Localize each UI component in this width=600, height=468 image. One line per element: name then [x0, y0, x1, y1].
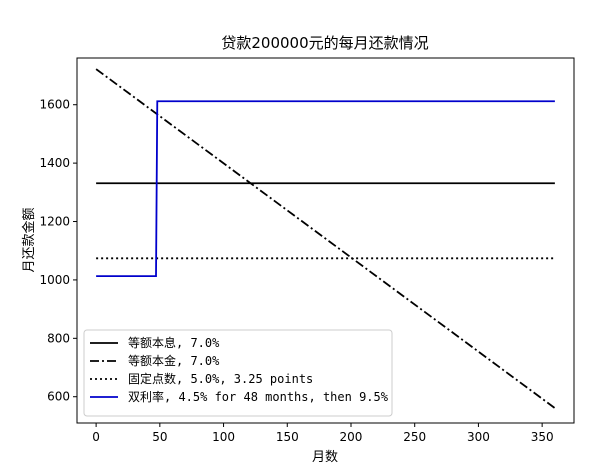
y-tick-label: 1600 [39, 98, 70, 112]
y-tick-label: 800 [47, 331, 70, 345]
legend-entry: 等额本息, 7.0% [128, 335, 220, 350]
y-axis-label: 月还款金额 [21, 207, 37, 272]
legend-entry: 固定点数, 5.0%, 3.25 points [128, 371, 313, 386]
legend-entry: 双利率, 4.5% for 48 months, then 9.5% [128, 389, 389, 404]
legend-entry: 等额本金, 7.0% [128, 353, 220, 368]
y-tick-label: 1400 [39, 156, 70, 170]
series-line-4 [96, 100, 555, 278]
series-line-2 [95, 68, 556, 409]
y-tick-label: 1000 [39, 273, 70, 287]
x-tick-label: 50 [152, 430, 167, 444]
x-axis-ticks: 0 50 100 150 200 250 300 350 [92, 423, 554, 444]
y-tick-label: 600 [47, 390, 70, 404]
x-tick-label: 200 [340, 430, 363, 444]
plot-lines [95, 68, 556, 409]
y-axis-ticks: 600 800 1000 1200 1400 1600 [39, 98, 77, 404]
x-tick-label: 100 [212, 430, 235, 444]
y-tick-label: 1200 [39, 215, 70, 229]
plot-frame [76, 57, 575, 424]
x-tick-label: 350 [531, 430, 554, 444]
legend-box [83, 329, 393, 417]
legend: 等额本息, 7.0% 等额本金, 7.0% 固定点数, 5.0%, 3.25 poi… [83, 329, 393, 417]
chart-title: 贷款200000元的每月还款情况 [221, 34, 428, 52]
x-axis-label: 月数 [312, 450, 338, 465]
x-tick-label: 0 [92, 430, 100, 444]
x-tick-label: 150 [276, 430, 299, 444]
x-tick-label: 300 [467, 430, 490, 444]
x-tick-label: 250 [403, 430, 426, 444]
